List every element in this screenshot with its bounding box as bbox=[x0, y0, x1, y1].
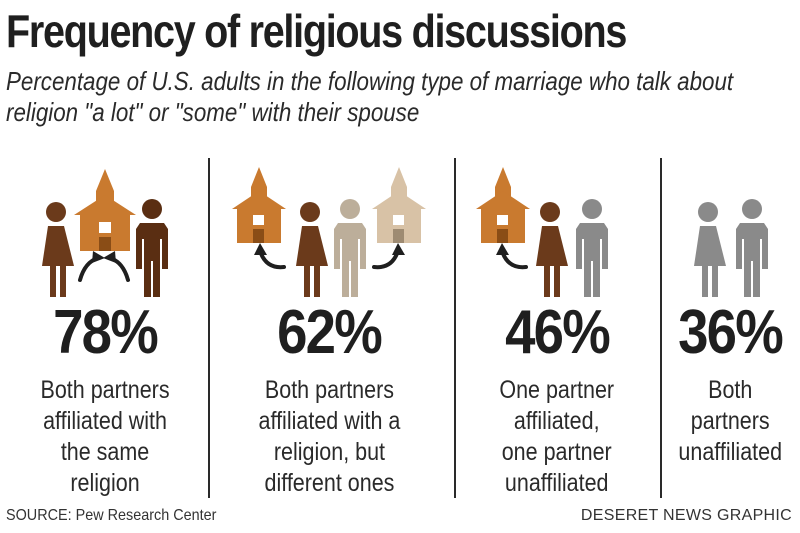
arrow-icon bbox=[78, 256, 130, 282]
divider bbox=[660, 158, 662, 498]
panel-same-religion: 78% Both partners affiliated with the sa… bbox=[10, 155, 200, 500]
chart-subtitle: Percentage of U.S. adults in the followi… bbox=[6, 66, 734, 127]
panel-one-affiliated: 46% One partner affiliated, one partner … bbox=[462, 155, 652, 500]
category-label: Both partners affiliated with a religion… bbox=[258, 376, 400, 497]
woman-icon bbox=[536, 202, 568, 297]
man-icon bbox=[334, 199, 366, 297]
church-icon bbox=[232, 167, 286, 243]
woman-icon bbox=[296, 202, 328, 297]
panel-both-unaffiliated: 36% Both partners unaffiliated bbox=[664, 155, 796, 500]
divider bbox=[208, 158, 210, 498]
arrow-icon bbox=[258, 249, 400, 270]
man-icon bbox=[136, 199, 168, 297]
woman-icon bbox=[694, 202, 726, 297]
value-label: 36% bbox=[678, 298, 784, 367]
church-icon bbox=[372, 167, 426, 243]
category-label: Both partners affiliated with the same r… bbox=[40, 376, 170, 497]
value-label: 62% bbox=[277, 298, 383, 367]
icon-group-same-religion bbox=[42, 169, 168, 297]
value-label: 78% bbox=[53, 298, 159, 367]
icon-group-one-affiliated bbox=[476, 167, 608, 297]
graphic-credit: DESERET NEWS GRAPHIC bbox=[580, 507, 792, 524]
church-icon bbox=[476, 167, 530, 243]
woman-icon bbox=[42, 202, 74, 297]
source-note: SOURCE: Pew Research Center bbox=[6, 507, 217, 524]
value-label: 46% bbox=[505, 298, 611, 367]
church-icon bbox=[74, 169, 136, 251]
category-label: Both partners unaffiliated bbox=[678, 376, 782, 466]
panel-different-religions: 62% Both partners affiliated with a reli… bbox=[218, 155, 440, 500]
man-icon bbox=[576, 199, 608, 297]
chart-title: Frequency of religious discussions bbox=[6, 5, 627, 57]
icon-group-different-religions bbox=[232, 167, 426, 297]
category-label: One partner affiliated, one partner unaf… bbox=[499, 376, 615, 497]
man-icon bbox=[736, 199, 768, 297]
icon-group-both-unaffiliated bbox=[694, 199, 768, 297]
divider bbox=[454, 158, 456, 498]
